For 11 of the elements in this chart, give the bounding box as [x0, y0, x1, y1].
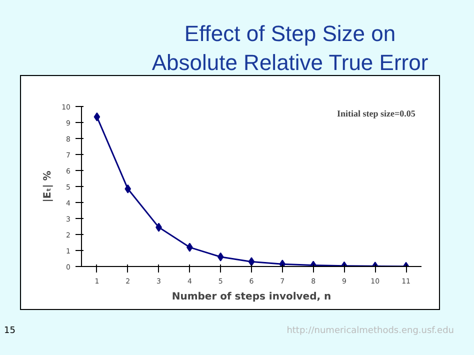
point: [217, 252, 224, 262]
y-axis-title: |Eₜ| %: [42, 170, 54, 202]
text: 15: [4, 325, 16, 338]
point: [124, 184, 132, 194]
annotation: Initial step size=0.05: [336, 108, 416, 118]
point: [279, 260, 286, 266]
point: [94, 112, 100, 122]
point: [248, 257, 255, 266]
text: http://numericalmethods.eng.usf.edu: [286, 325, 454, 338]
x-axis-title: Number of steps involved, n: [172, 292, 332, 302]
chart-title: Effect of Step Size on Absolute Relative True Error: [150, 20, 430, 77]
